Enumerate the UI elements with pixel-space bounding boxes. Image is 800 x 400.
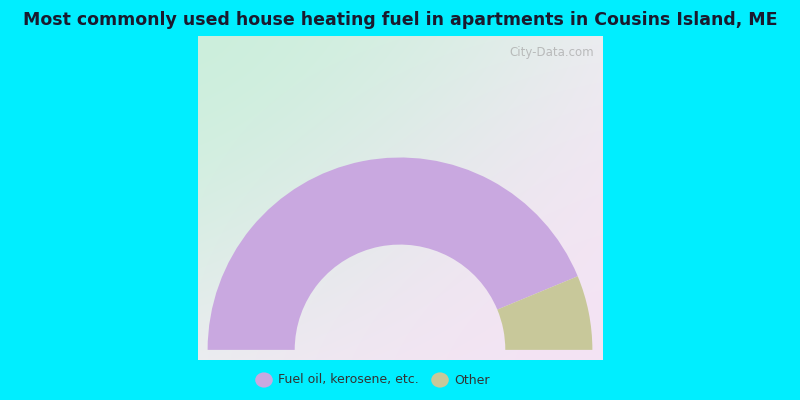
Ellipse shape <box>431 372 449 388</box>
Wedge shape <box>498 276 592 350</box>
Text: Fuel oil, kerosene, etc.: Fuel oil, kerosene, etc. <box>278 374 419 386</box>
Text: Other: Other <box>454 374 490 386</box>
Wedge shape <box>208 158 578 350</box>
Text: Most commonly used house heating fuel in apartments in Cousins Island, ME: Most commonly used house heating fuel in… <box>22 11 778 29</box>
Ellipse shape <box>255 372 273 388</box>
Text: City-Data.com: City-Data.com <box>510 46 594 59</box>
